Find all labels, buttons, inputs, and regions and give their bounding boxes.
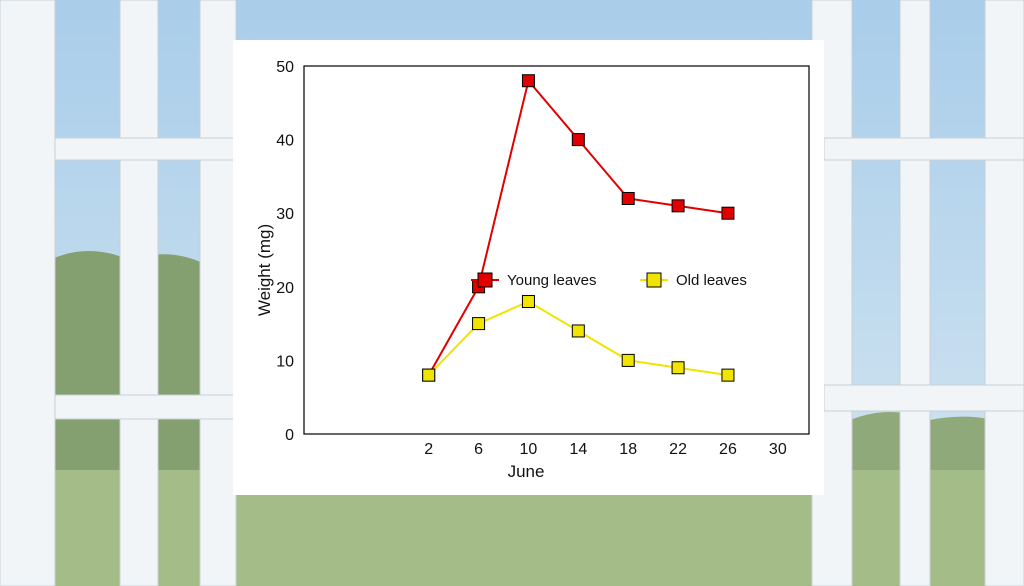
old-leaves-legend-label: Old leaves [676, 272, 747, 289]
x-tick-label: 18 [619, 441, 637, 458]
y-tick-label: 0 [285, 427, 294, 444]
x-tick-label: 14 [569, 441, 587, 458]
y-tick-label: 40 [276, 133, 294, 150]
legend: Young leaves Old leaves [471, 272, 747, 289]
right-window-frame [811, 0, 1024, 586]
x-tick-label: 22 [669, 441, 687, 458]
x-tick-label: 30 [769, 441, 787, 458]
x-tick-label: 2 [424, 441, 433, 458]
old-leaves-point [521, 295, 535, 309]
old-leaves-point [571, 324, 585, 338]
old-leaves-point [621, 353, 635, 367]
young-leaves-legend-marker [477, 272, 493, 288]
old-leaves-point [671, 361, 685, 375]
young-leaves-point [671, 199, 685, 213]
chart-card: 0 10 20 30 40 50 2 6 10 14 18 22 26 30 Young leaves O… [233, 40, 824, 495]
y-tick-label: 20 [276, 280, 294, 297]
x-tick-label: 10 [520, 441, 538, 458]
left-window-frame [0, 0, 237, 586]
x-axis-label: June [508, 462, 545, 481]
y-tick-label: 30 [276, 206, 294, 223]
x-tick-label: 6 [474, 441, 483, 458]
series-markers [422, 74, 735, 382]
y-axis-label: Weight (mg) [255, 224, 274, 316]
young-leaves-legend-label: Young leaves [507, 272, 597, 289]
young-leaves-point [721, 206, 735, 220]
x-axis-ticks: 2 6 10 14 18 22 26 30 [424, 441, 787, 458]
young-leaves-point [571, 133, 585, 147]
y-tick-label: 10 [276, 353, 294, 370]
old-leaves-point [721, 368, 735, 382]
young-leaves-point [521, 74, 535, 88]
y-axis-ticks: 0 10 20 30 40 50 [276, 59, 294, 444]
old-leaves-legend-marker [646, 272, 662, 288]
old-leaves-point [472, 317, 486, 331]
x-tick-label: 26 [719, 441, 737, 458]
young-leaves-point [621, 191, 635, 205]
old-leaves-point [422, 368, 436, 382]
y-tick-label: 50 [276, 59, 294, 76]
